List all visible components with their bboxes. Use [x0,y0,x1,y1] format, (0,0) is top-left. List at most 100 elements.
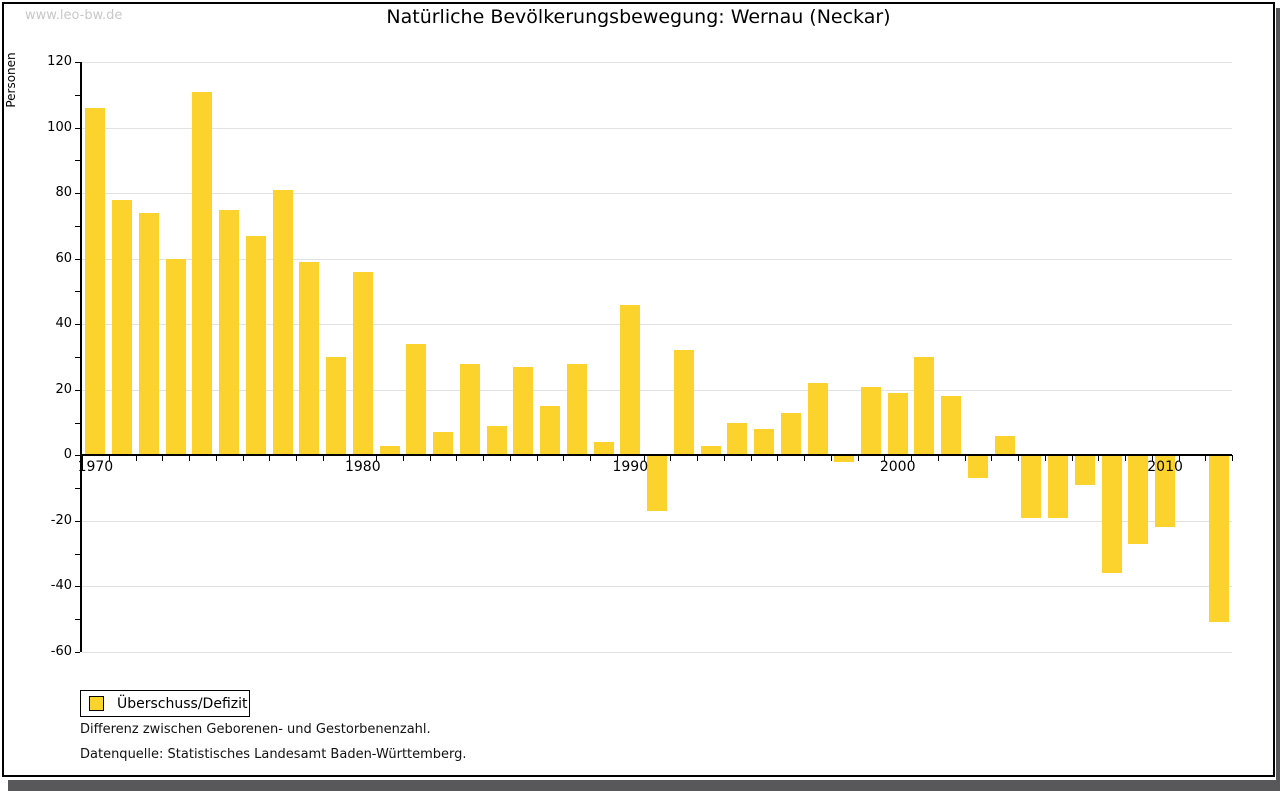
bar-1976 [245,235,266,456]
x-axis-label-2000: 2000 [879,459,916,476]
y-axis-label-120: 120 [47,54,72,69]
gridline-100 [82,127,1232,129]
y-axis-label-80: 80 [55,185,72,201]
y-axis-tick-70 [75,225,80,227]
bar-1990 [620,304,641,456]
legend-label: Überschuss/Defizit [117,695,248,712]
y-axis-tick--20 [75,520,80,522]
x-axis-tick-13 [429,455,431,462]
frame-shadow-right [1276,8,1280,791]
bar-1985 [486,425,507,456]
x-axis-tick-42 [1205,455,1207,462]
bar-1970 [85,107,106,456]
bar-1978 [299,261,320,456]
bar-1981 [379,445,400,456]
y-axis-label-100: 100 [47,119,72,135]
x-axis-tick-32 [937,455,939,462]
x-axis-tick-9 [322,455,324,462]
x-axis-tick-1 [108,455,110,462]
y-axis-tick-80 [75,193,80,195]
gridline-60 [82,258,1232,260]
gridline--60 [82,652,1232,653]
y-axis-tick-50 [75,291,80,293]
x-axis-tick-29 [857,455,859,462]
x-axis-tick-21 [643,455,645,462]
bar-1984 [459,363,480,456]
x-axis-tick-11 [376,455,378,462]
y-axis-label-60: 60 [55,250,72,266]
x-axis-tick-3 [162,455,164,462]
bar-2012 [1208,455,1229,623]
x-axis-tick-36 [1044,455,1046,462]
x-axis-label-1970: 1970 [77,459,114,476]
bar-1975 [219,209,240,456]
x-axis-tick-38 [1098,455,1100,462]
x-axis-tick-18 [563,455,565,462]
y-axis-tick--10 [75,488,80,490]
y-axis-tick-10 [75,422,80,424]
caption-definition: Differenz zwischen Geborenen- und Gestor… [80,722,431,737]
bar-1973 [165,258,186,456]
y-axis-tick-20 [75,389,80,391]
y-axis-tick-30 [75,357,80,358]
x-axis-tick-12 [402,455,404,462]
bar-2002 [941,396,962,456]
gridline-40 [82,324,1232,326]
caption-source: Datenquelle: Statistisches Landesamt Bad… [80,747,467,762]
legend-swatch [89,696,104,711]
gridline-80 [82,193,1232,195]
x-axis-tick-0 [82,455,83,462]
x-axis-tick-39 [1125,455,1126,462]
x-axis-tick-19 [590,455,592,462]
x-axis-tick-20 [616,455,618,462]
bar-2009 [1128,455,1149,544]
bar-2005 [1021,455,1042,518]
bar-2003 [967,455,988,479]
bar-2000 [887,393,908,456]
bar-1999 [861,386,881,456]
gridline-120 [82,62,1232,63]
bar-1987 [540,406,560,456]
y-axis-label--60: -60 [50,644,72,659]
bar-2007 [1074,455,1095,485]
chart-frame: www.leo-bw.de Natürliche Bevölkerungsbew… [2,2,1275,777]
bar-2006 [1048,455,1069,518]
x-axis-tick-22 [670,455,672,462]
bar-2004 [994,435,1015,456]
y-axis-tick--30 [75,553,80,555]
bar-2010 [1155,455,1176,528]
bar-1972 [138,212,159,456]
bar-1977 [272,189,293,456]
x-axis-label-1980: 1980 [344,459,381,476]
y-axis-label-20: 20 [55,381,72,397]
x-axis-tick-43 [1232,455,1233,462]
x-axis-tick-15 [483,455,485,462]
x-axis-tick-10 [349,455,351,462]
x-axis-tick-41 [1178,455,1180,462]
x-axis-tick-31 [911,455,913,462]
bar-1982 [406,343,427,456]
y-axis-label--40: -40 [50,578,72,594]
frame-shadow-bottom [8,780,1280,791]
bar-1980 [352,271,373,456]
y-axis-tick-90 [75,160,80,162]
x-axis-tick-37 [1071,455,1073,462]
x-axis-tick-2 [135,455,137,462]
x-axis-tick-6 [242,455,244,462]
y-axis-tick--50 [75,619,80,621]
x-axis-tick-14 [456,455,458,462]
x-axis-label-2010: 2010 [1147,459,1183,476]
bar-1996 [780,412,801,456]
legend: Überschuss/Defizit [80,690,250,717]
bar-1997 [807,383,828,456]
x-axis-tick-17 [536,455,538,462]
y-axis-line [80,62,82,652]
x-axis-tick-16 [509,455,511,462]
bar-1974 [192,91,213,456]
bar-1991 [647,455,667,511]
bar-1983 [433,432,453,456]
bar-2001 [914,357,935,456]
x-axis-tick-5 [215,455,217,462]
gridline--40 [82,586,1232,588]
x-axis-tick-40 [1151,455,1153,462]
